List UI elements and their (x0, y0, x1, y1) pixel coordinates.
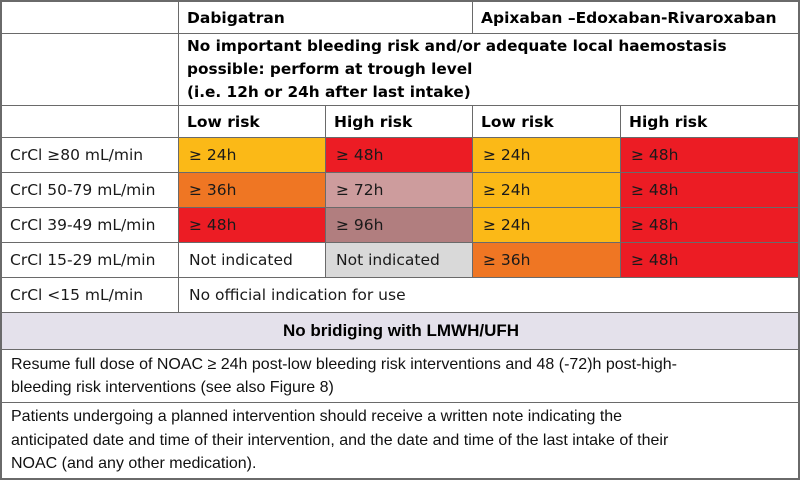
crcl-row-label: CrCl 15-29 mL/min (2, 243, 178, 277)
drug-group-apixaban-edoxaban-rivaroxaban: Apixaban –Edoxaban-Rivaroxaban (473, 2, 798, 33)
timing-cell: Not indicated (326, 243, 472, 277)
timing-cell: ≥ 24h (473, 138, 620, 172)
empty-cell-trough-row (2, 34, 178, 105)
timing-cell: ≥ 48h (621, 208, 798, 242)
patients-written-note: Patients undergoing a planned interventi… (2, 403, 798, 478)
crcl-row-label: CrCl 39-49 mL/min (2, 208, 178, 242)
risk-header-dabigatran-high: High risk (326, 106, 472, 137)
timing-cell: ≥ 48h (621, 173, 798, 207)
resume-dose-note: Resume full dose of NOAC ≥ 24h post-low … (2, 350, 798, 402)
timing-cell: ≥ 24h (179, 138, 325, 172)
crcl-row-label: CrCl ≥80 mL/min (2, 138, 178, 172)
crcl-row-label: CrCl <15 mL/min (2, 278, 178, 312)
corner-empty-cell (2, 2, 178, 33)
timing-cell: ≥ 72h (326, 173, 472, 207)
risk-header-apixaban-low: Low risk (473, 106, 620, 137)
timing-cell: ≥ 48h (179, 208, 325, 242)
crcl-row-label: CrCl 50-79 mL/min (2, 173, 178, 207)
timing-cell: ≥ 96h (326, 208, 472, 242)
timing-cell: ≥ 36h (179, 173, 325, 207)
trough-level-note: No important bleeding risk and/or adequa… (179, 34, 798, 105)
timing-cell: ≥ 24h (473, 208, 620, 242)
no-official-indication-cell: No official indication for use (179, 278, 798, 312)
risk-header-apixaban-high: High risk (621, 106, 798, 137)
drug-group-dabigatran: Dabigatran (179, 2, 472, 33)
timing-cell: ≥ 24h (473, 173, 620, 207)
timing-cell: ≥ 36h (473, 243, 620, 277)
empty-cell-risk-row (2, 106, 178, 137)
risk-header-dabigatran-low: Low risk (179, 106, 325, 137)
no-bridging-bar: No bridiging with LMWH/UFH (2, 313, 798, 349)
timing-cell: ≥ 48h (621, 243, 798, 277)
timing-cell: ≥ 48h (326, 138, 472, 172)
timing-cell: Not indicated (179, 243, 325, 277)
timing-cell: ≥ 48h (621, 138, 798, 172)
